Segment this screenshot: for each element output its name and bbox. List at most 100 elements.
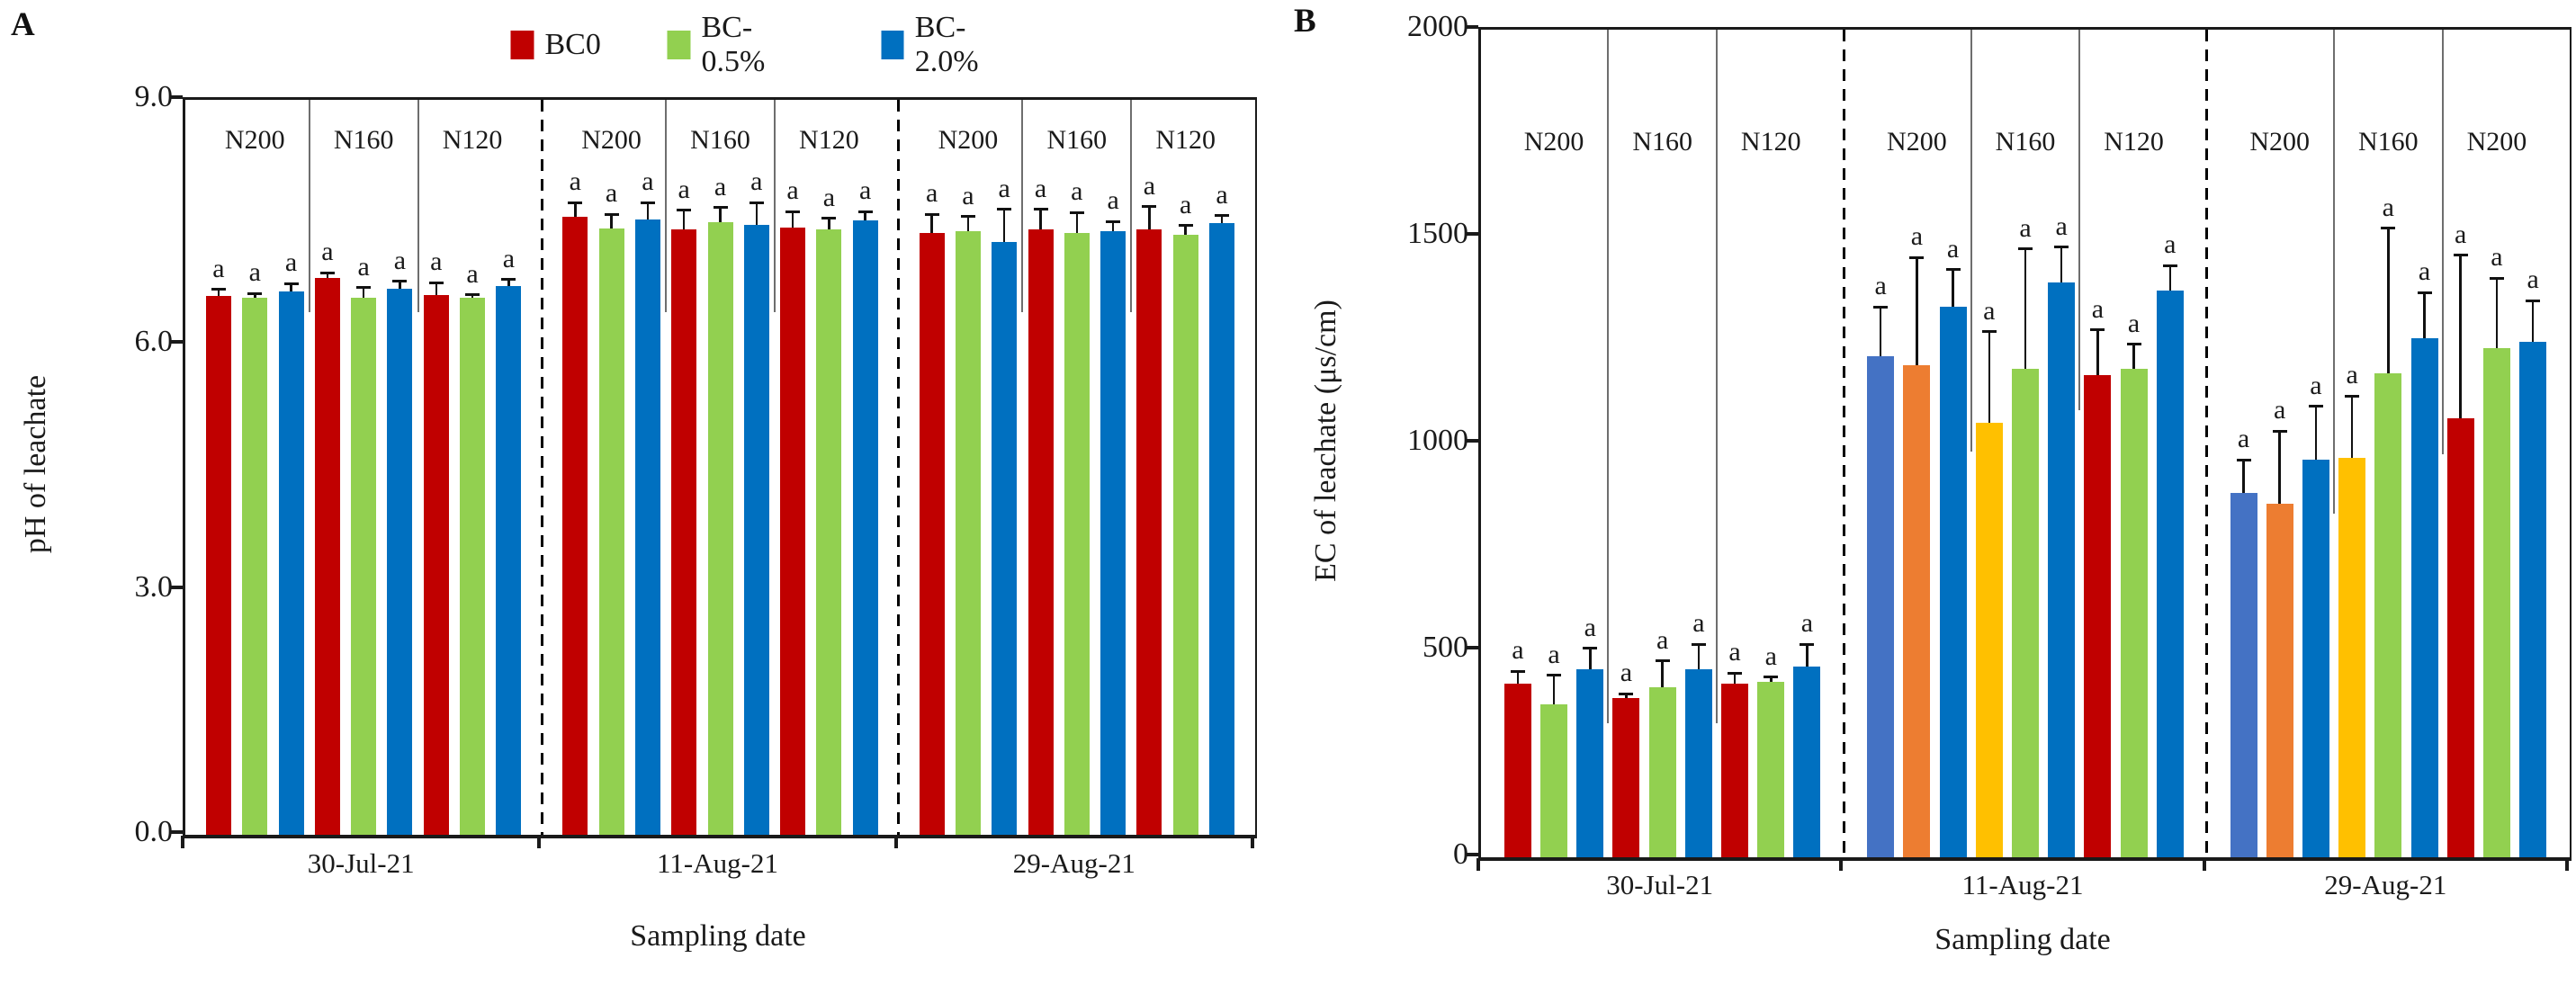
significance-letter: a [2310,370,2322,400]
error-bar-line [1111,221,1115,232]
error-bar-cap [2526,299,2541,302]
error-bar-line [1770,676,1773,682]
error-bar-cap [713,206,728,210]
y-tick-mark [1465,439,1478,443]
significance-letter: a [678,174,690,204]
significance-letter: a [1728,637,1741,667]
error-bar-cap [1142,205,1157,209]
error-bar-line [2459,255,2462,419]
y-tick-mark [1465,646,1478,649]
error-bar-line [507,279,510,286]
error-bar-line [646,202,650,219]
bar [2410,337,2438,857]
error-bar-cap [2417,291,2432,294]
error-bar-cap [1178,224,1193,228]
legend-item: BC0 [510,28,601,62]
error-bar-cap [857,210,873,213]
significance-letter: a [2055,210,2068,241]
x-tick-mark [2202,858,2206,871]
error-bar-line [1002,209,1006,242]
error-bar-cap [640,201,655,204]
y-tick-mark [1465,232,1478,236]
bar [816,229,842,835]
error-bar-line [399,281,401,289]
n-treatment-label: N160 [2357,127,2419,157]
bar [598,228,624,835]
significance-letter: a [1874,271,1887,301]
error-bar-cap [1691,642,1706,646]
significance-letter: a [430,246,443,277]
significance-letter: a [1946,233,1960,264]
subgroup-separator [417,100,419,313]
n-treatment-label: N120 [799,125,859,155]
y-tick-mark [169,830,183,834]
n-treatment-label: N200 [224,125,285,155]
error-bar-line [326,273,329,278]
error-bar-cap [2308,405,2323,408]
n-treatment-label: N120 [1155,125,1216,155]
error-bar-cap [1981,330,1997,334]
bar [634,219,660,835]
legend-swatch-icon [510,31,534,59]
error-bar-cap [247,291,263,295]
bar [955,231,981,835]
error-bar-line [1625,694,1628,698]
bar [992,241,1018,835]
y-tick-label: 1500 [1407,217,1468,250]
x-tick-mark [2565,858,2569,871]
y-tick-label: 500 [1423,631,1468,664]
legend-item: BC-0.5% [667,11,814,79]
bar [1939,307,1967,857]
subgroup-separator [308,100,310,313]
legend-swatch-icon [667,31,691,59]
y-tick-label: 9.0 [134,80,174,113]
bar [2302,460,2329,857]
error-bar-line [2242,460,2245,494]
error-bar-line [217,289,220,296]
n-treatment-label: N200 [1523,127,1584,157]
error-bar-cap [924,212,939,216]
error-bar-cap [356,286,372,290]
bar [1028,229,1054,835]
significance-letter: a [1180,189,1192,219]
bar [496,285,522,835]
n-treatment-label: N200 [938,125,999,155]
error-bar-cap [283,282,299,285]
bar [1503,683,1531,857]
n-treatment-label: N160 [690,125,750,155]
group-separator-dashed [897,100,901,835]
error-bar-line [2350,396,2354,459]
significance-letter: a [2491,242,2503,272]
x-tick-mark [537,836,542,848]
group-separator-dashed [1842,30,1845,857]
significance-letter: a [2274,395,2286,425]
significance-letter: a [822,182,836,212]
error-bar-cap [2381,227,2396,230]
bar [919,232,945,835]
y-axis-title: pH of leachate [19,374,52,554]
significance-letter: a [2091,293,2105,324]
significance-letter: a [998,173,1010,203]
bar [2266,503,2293,857]
bar [1721,683,1749,857]
significance-letter: a [925,178,938,209]
error-bar-cap [2162,264,2177,267]
error-bar-line [2168,265,2172,291]
bar [743,224,769,835]
legend-label: BC-2.0% [914,11,979,78]
significance-letter: a [1656,624,1669,655]
bar [351,297,377,835]
bar [1648,687,1676,857]
plot-area: N200 a a a N160 a a a N120 a a a N200 a a a N160 a a a N120 a… [183,97,1257,838]
error-bar-line [254,293,256,298]
bar [2374,372,2402,857]
subgroup-separator [773,100,776,313]
bar [2338,458,2366,857]
significance-letter: a [1512,635,1524,665]
significance-letter: a [2527,264,2539,295]
date-group-label: 29-Aug-21 [1012,847,1135,879]
error-bar-line [1806,644,1809,667]
bar [2230,493,2257,857]
error-bar-cap [211,288,226,291]
error-bar-line [1697,644,1701,669]
